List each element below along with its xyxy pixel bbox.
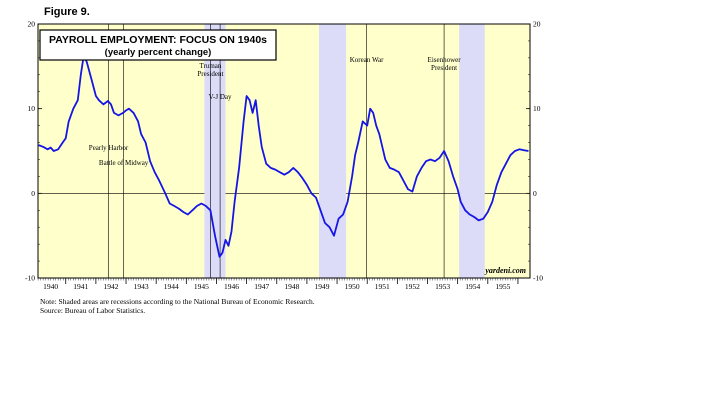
event-label: Battle of Midway [99, 159, 149, 167]
x-tick-label: 1942 [103, 282, 118, 291]
x-tick-label: 1940 [43, 282, 58, 291]
x-tick-label: 1949 [314, 282, 329, 291]
event-label-line: Korean War [350, 56, 384, 64]
x-tick-label: 1944 [164, 282, 179, 291]
event-label-line: President [197, 70, 223, 78]
event-label-line: Eisenhower [428, 56, 462, 64]
event-label-line: Battle of Midway [99, 159, 149, 167]
x-tick-label: 1941 [73, 282, 88, 291]
y-axis-left: -10 0 10 20 [25, 20, 42, 283]
recession-band [459, 24, 485, 278]
event-label-line: Truman [199, 62, 221, 70]
event-label: Eisenhower President [428, 56, 462, 72]
x-tick-label: 1947 [254, 282, 269, 291]
x-axis: 1940 1941 1942 1943 1944 1945 1946 1947 1948 1949… [37, 278, 519, 291]
x-tick-label: 1943 [134, 282, 149, 291]
event-label-line: Pearly Harbor [89, 144, 129, 152]
note-text: Note: Shaded areas are recessions accord… [40, 297, 315, 306]
plot-background-layer [38, 24, 530, 278]
y-tick-label-right: -10 [533, 274, 543, 283]
x-tick-label: 1948 [284, 282, 299, 291]
y-tick-label-left: 20 [28, 20, 36, 29]
y-tick-label-right: 10 [533, 104, 541, 113]
employment-series-line [38, 54, 529, 258]
x-tick-label: 1954 [465, 282, 480, 291]
watermark: yardeni.com [484, 266, 526, 275]
y-tick-label-left: 10 [28, 104, 36, 113]
x-tick-label: 1950 [345, 282, 360, 291]
source-text: Source: Bureau of Labor Statistics. [40, 306, 146, 315]
x-tick-label: 1955 [495, 282, 510, 291]
data-line-layer [38, 54, 529, 258]
y-tick-label-right: 20 [533, 20, 541, 29]
y-tick-label-right: 0 [533, 189, 537, 198]
x-tick-label: 1953 [435, 282, 450, 291]
x-tick-label: 1946 [224, 282, 239, 291]
event-label-line: President [431, 64, 457, 72]
notes-block: Note: Shaded areas are recessions accord… [40, 297, 315, 315]
event-label: Pearly Harbor [89, 144, 129, 152]
x-tick-label: 1952 [405, 282, 420, 291]
event-label-line: V-J Day [209, 93, 232, 101]
y-axis-right: -10 0 10 20 [526, 20, 543, 283]
title-box-border [39, 29, 277, 61]
title-box: PAYROLL EMPLOYMENT: FOCUS ON 1940s (year… [39, 29, 277, 61]
y-tick-label-left: 0 [31, 189, 35, 198]
x-tick-label: 1951 [375, 282, 390, 291]
event-label: Korean War [350, 56, 384, 64]
figure-label: Figure 9. [44, 6, 90, 18]
recession-band [318, 24, 347, 278]
x-tick-label: 1945 [194, 282, 209, 291]
plot-background [38, 24, 530, 278]
event-label: Truman President [197, 62, 223, 78]
chart-subtitle: (yearly percent change) [105, 47, 212, 58]
y-tick-label-left: -10 [25, 274, 35, 283]
event-label: V-J Day [209, 93, 232, 101]
chart-title: PAYROLL EMPLOYMENT: FOCUS ON 1940s [49, 34, 267, 46]
plot-frame [37, 23, 531, 279]
